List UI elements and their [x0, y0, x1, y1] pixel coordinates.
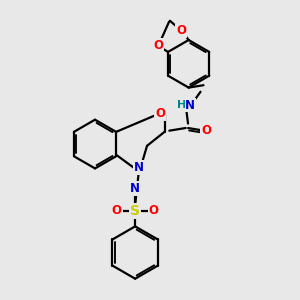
Text: O: O: [112, 204, 122, 218]
Text: O: O: [176, 24, 186, 37]
Text: N: N: [134, 161, 144, 174]
Text: N: N: [185, 99, 195, 112]
Text: O: O: [201, 124, 211, 137]
Text: O: O: [154, 39, 164, 52]
Text: O: O: [148, 204, 159, 218]
Text: N: N: [130, 182, 140, 195]
Text: S: S: [130, 204, 140, 218]
Text: H: H: [177, 100, 186, 110]
Text: O: O: [155, 106, 165, 120]
